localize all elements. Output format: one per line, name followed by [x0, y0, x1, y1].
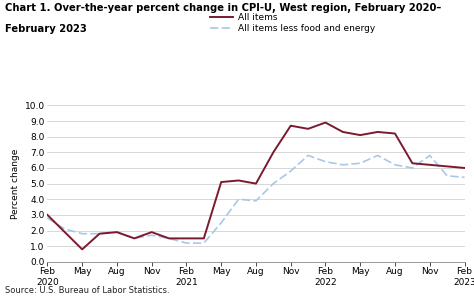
- Legend: All items, All items less food and energy: All items, All items less food and energ…: [210, 13, 375, 33]
- Y-axis label: Percent change: Percent change: [11, 148, 20, 219]
- Text: Source: U.S. Bureau of Labor Statistics.: Source: U.S. Bureau of Labor Statistics.: [5, 286, 169, 295]
- Text: Chart 1. Over-the-year percent change in CPI-U, West region, February 2020–: Chart 1. Over-the-year percent change in…: [5, 3, 441, 13]
- Text: February 2023: February 2023: [5, 24, 86, 34]
